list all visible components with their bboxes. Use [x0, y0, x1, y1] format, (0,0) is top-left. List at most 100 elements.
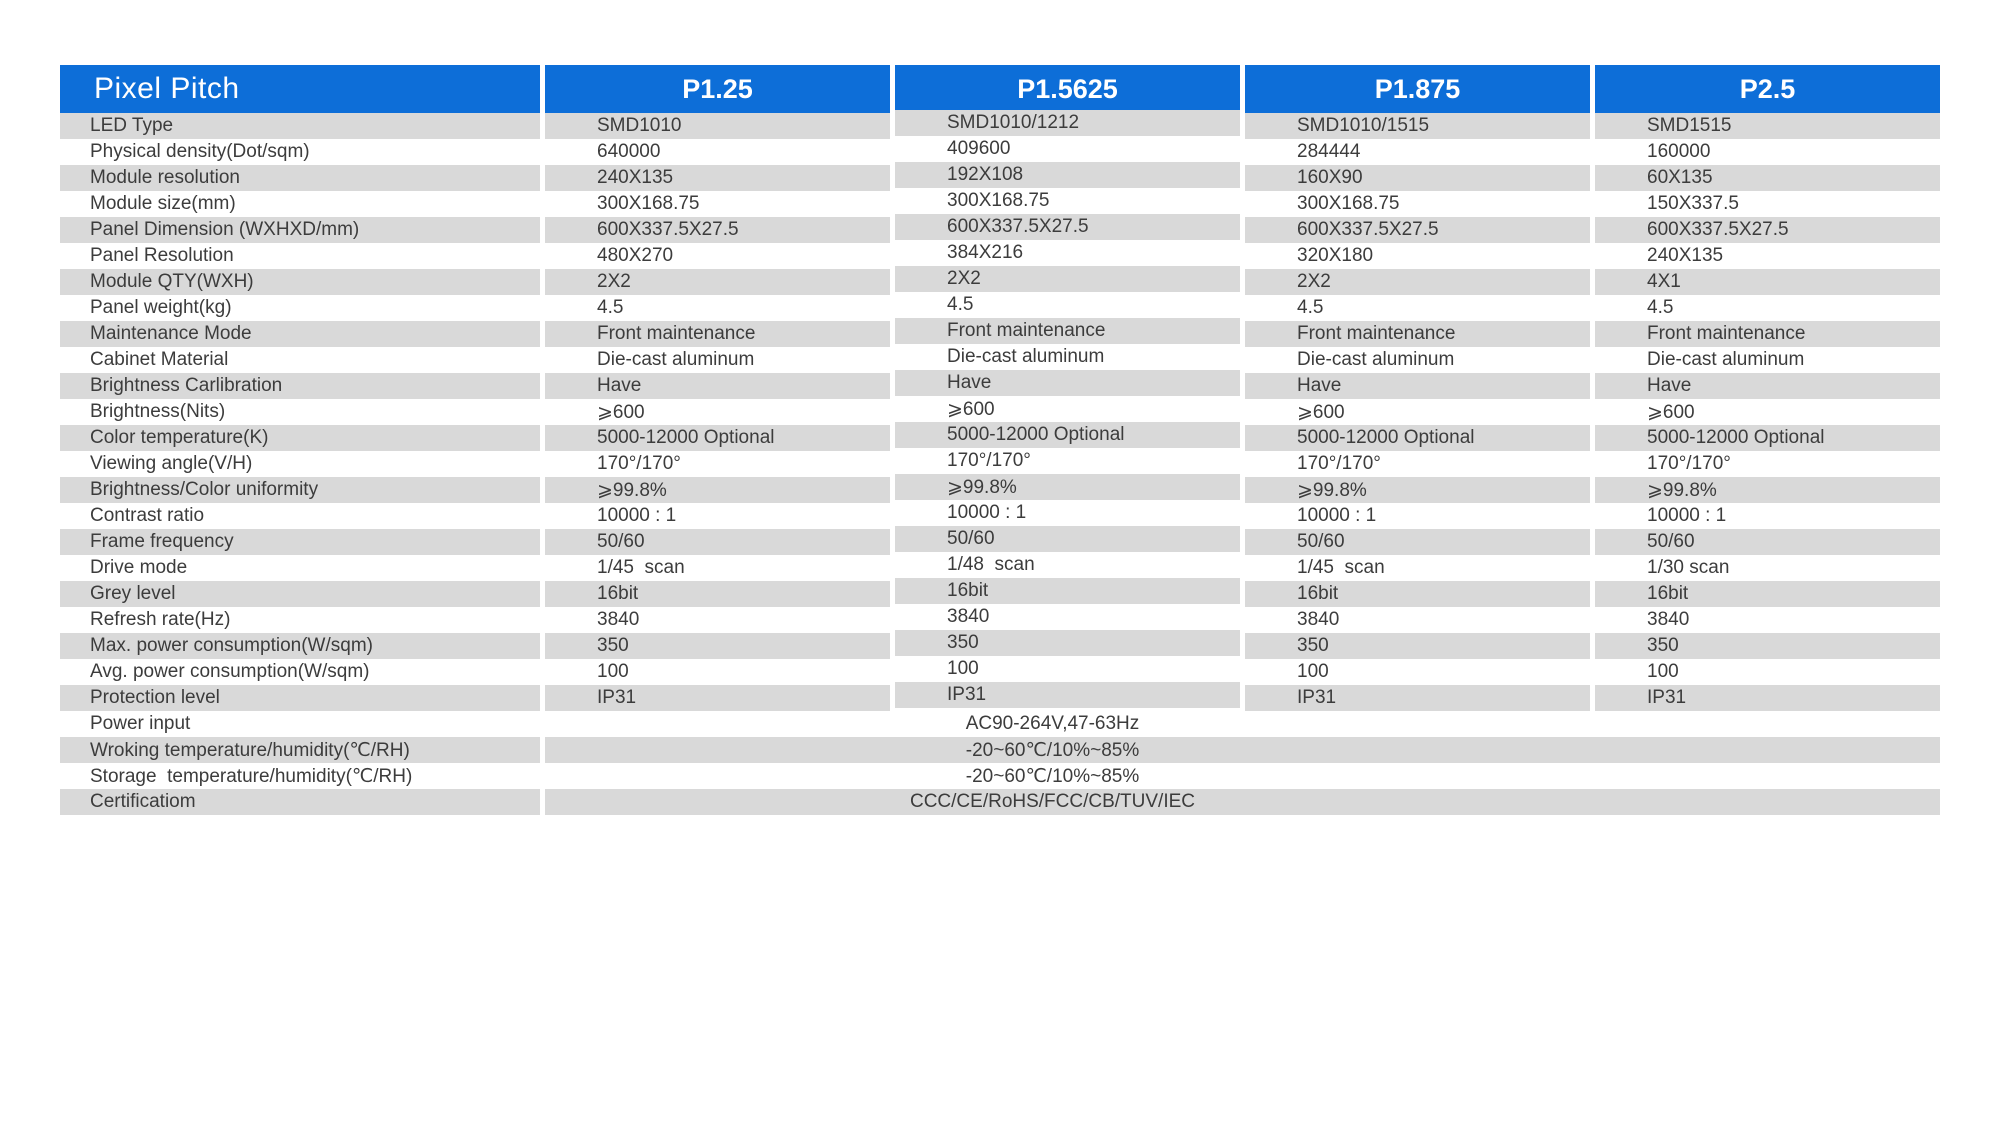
cell-value: 409600 [895, 136, 1240, 162]
cell-value: SMD1010/1515 [1245, 113, 1590, 139]
cell-value: 1/30 scan [1595, 555, 1940, 581]
cell-value: 2X2 [895, 266, 1240, 292]
cell-value: ⩾600 [1595, 399, 1940, 425]
row-label: Refresh rate(Hz) [60, 607, 540, 633]
cell-value: 600X337.5X27.5 [1245, 217, 1590, 243]
cell-value: IP31 [1595, 685, 1940, 711]
cell-value: 100 [545, 659, 890, 685]
cell-value: 384X216 [895, 240, 1240, 266]
row-label: Brightness Carlibration [60, 373, 540, 399]
cell-value: 5000-12000 Optional [895, 422, 1240, 448]
cell-value: 16bit [545, 581, 890, 607]
cell-value-merged: -20~60℃/10%~85% [545, 737, 1940, 763]
cell-value: 16bit [895, 578, 1240, 604]
cell-value: ⩾99.8% [1245, 477, 1590, 503]
row-label: Power input [60, 711, 540, 737]
table-body: LED Type SMD1010 SMD1010/1212 SMD1010/1515 S… [60, 110, 1940, 815]
cell-value: Have [545, 373, 890, 399]
cell-value: 300X168.75 [895, 188, 1240, 214]
header-cell-pixel-pitch: Pixel Pitch [60, 65, 540, 113]
cell-value: 100 [1595, 659, 1940, 685]
cell-value: 350 [895, 630, 1240, 656]
cell-value: Front maintenance [895, 318, 1240, 344]
cell-value: 2X2 [545, 269, 890, 295]
column-header-p1-875: P1.875 [1245, 65, 1590, 113]
cell-value: 5000-12000 Optional [1245, 425, 1590, 451]
row-label: Color temperature(K) [60, 425, 540, 451]
row-label: Brightness/Color uniformity [60, 477, 540, 503]
row-label: Protection level [60, 685, 540, 711]
cell-value: ⩾600 [1245, 399, 1590, 425]
cell-value: ⩾99.8% [895, 474, 1240, 500]
row-label: Grey level [60, 581, 540, 607]
cell-value: 16bit [1245, 581, 1590, 607]
row-label: Module resolution [60, 165, 540, 191]
cell-value: 50/60 [1245, 529, 1590, 555]
cell-value: IP31 [545, 685, 890, 711]
cell-value: 60X135 [1595, 165, 1940, 191]
row-label: Maintenance Mode [60, 321, 540, 347]
cell-value: Front maintenance [1595, 321, 1940, 347]
cell-value: 5000-12000 Optional [1595, 425, 1940, 451]
cell-value: 160X90 [1245, 165, 1590, 191]
cell-value: 640000 [545, 139, 890, 165]
row-label: Cabinet Material [60, 347, 540, 373]
cell-value: 4.5 [1245, 295, 1590, 321]
cell-value: Have [1595, 373, 1940, 399]
cell-value: 3840 [895, 604, 1240, 630]
cell-value: 3840 [1595, 607, 1940, 633]
row-label: Panel weight(kg) [60, 295, 540, 321]
cell-value: 4.5 [895, 292, 1240, 318]
cell-value: 1/45 scan [1245, 555, 1590, 581]
row-label: Panel Dimension (WXHXD/mm) [60, 217, 540, 243]
cell-value: ⩾600 [895, 396, 1240, 422]
cell-value: 4.5 [1595, 295, 1940, 321]
cell-value: 170°/170° [545, 451, 890, 477]
cell-value: SMD1515 [1595, 113, 1940, 139]
row-label: Physical density(Dot/sqm) [60, 139, 540, 165]
cell-value: Front maintenance [545, 321, 890, 347]
row-label: Certificatiom [60, 789, 540, 815]
cell-value: ⩾600 [545, 399, 890, 425]
cell-value: 4X1 [1595, 269, 1940, 295]
cell-value: 50/60 [895, 526, 1240, 552]
cell-value: 160000 [1595, 139, 1940, 165]
column-header-p1-5625: P1.5625 [895, 65, 1240, 113]
cell-value: 1/45 scan [545, 555, 890, 581]
row-label: Panel Resolution [60, 243, 540, 269]
row-label: LED Type [60, 113, 540, 139]
cell-value: 170°/170° [1595, 451, 1940, 477]
cell-value: 2X2 [1245, 269, 1590, 295]
row-label: Viewing angle(V/H) [60, 451, 540, 477]
cell-value: 50/60 [545, 529, 890, 555]
row-label: Module QTY(WXH) [60, 269, 540, 295]
row-label: Drive mode [60, 555, 540, 581]
cell-value: 1/48 scan [895, 552, 1240, 578]
cell-value: 10000 : 1 [545, 503, 890, 529]
cell-value: 150X337.5 [1595, 191, 1940, 217]
column-header-p1-25: P1.25 [545, 65, 890, 113]
cell-value: 320X180 [1245, 243, 1590, 269]
spec-table: Pixel Pitch P1.25 P1.5625 P1.875 P2.5 LED T… [60, 65, 1940, 815]
cell-value: Die-cast aluminum [1245, 347, 1590, 373]
cell-value: 10000 : 1 [895, 500, 1240, 526]
row-label: Contrast ratio [60, 503, 540, 529]
cell-value: 10000 : 1 [1595, 503, 1940, 529]
cell-value: 5000-12000 Optional [545, 425, 890, 451]
cell-value: 350 [545, 633, 890, 659]
cell-value: ⩾99.8% [1595, 477, 1940, 503]
cell-value: 300X168.75 [545, 191, 890, 217]
row-label: Avg. power consumption(W/sqm) [60, 659, 540, 685]
cell-value: 192X108 [895, 162, 1240, 188]
cell-value: 50/60 [1595, 529, 1940, 555]
cell-value: 240X135 [545, 165, 890, 191]
cell-value: 600X337.5X27.5 [545, 217, 890, 243]
cell-value-merged: AC90-264V,47-63Hz [545, 711, 1940, 737]
cell-value: 284444 [1245, 139, 1590, 165]
row-label: Storage temperature/humidity(℃/RH) [60, 763, 540, 789]
cell-value: IP31 [1245, 685, 1590, 711]
cell-value: Die-cast aluminum [895, 344, 1240, 370]
row-label: Module size(mm) [60, 191, 540, 217]
cell-value: Die-cast aluminum [545, 347, 890, 373]
